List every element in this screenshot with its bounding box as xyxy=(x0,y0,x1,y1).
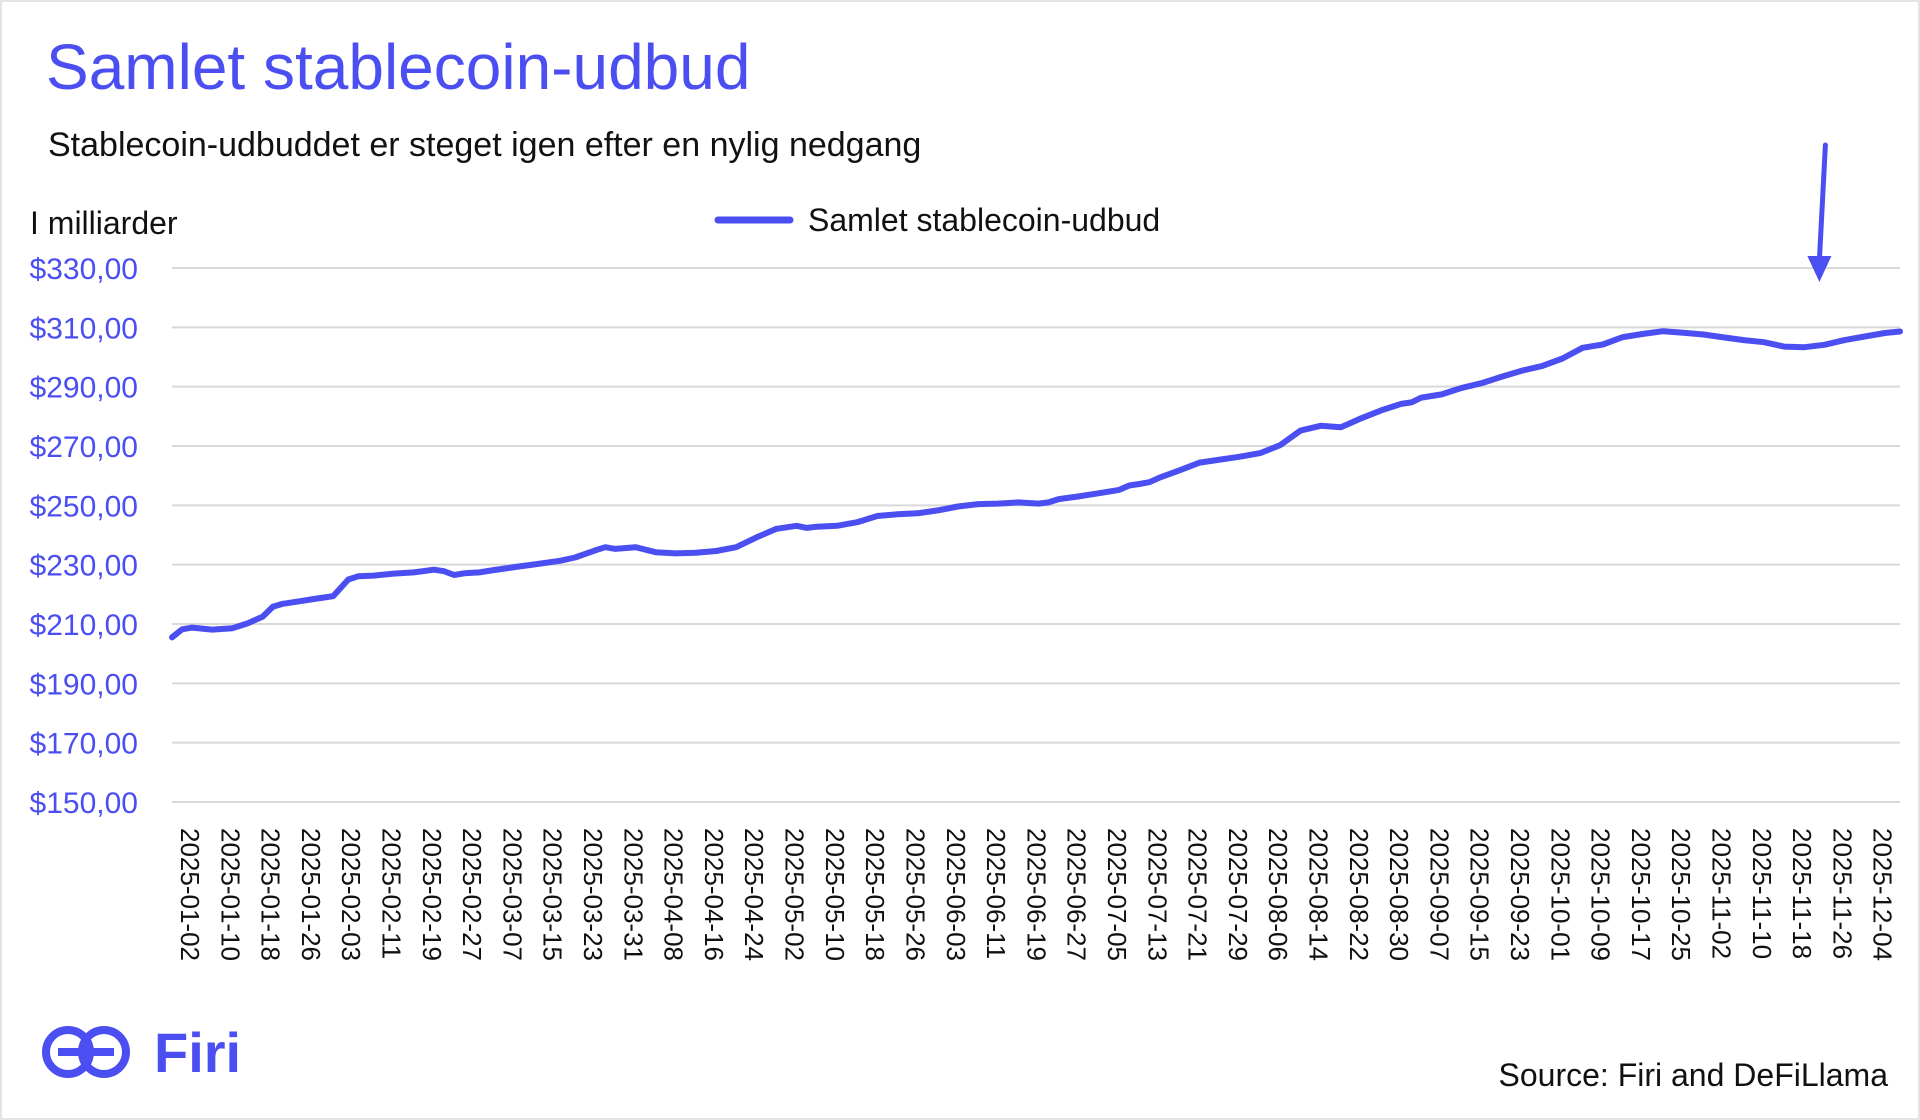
x-tick-label: 2025-06-03 xyxy=(941,828,971,961)
chart-subtitle: Stablecoin-udbuddet er steget igen efter… xyxy=(48,126,922,164)
x-tick-label: 2025-04-24 xyxy=(739,828,769,961)
x-tick-label: 2025-05-26 xyxy=(900,828,930,961)
legend-label: Samlet stablecoin-udbud xyxy=(808,202,1160,238)
chart-title: Samlet stablecoin-udbud xyxy=(46,31,751,103)
arrow-shaft xyxy=(1816,142,1828,263)
x-tick-label: 2025-01-26 xyxy=(296,828,326,961)
y-tick-label: $290,00 xyxy=(30,372,138,405)
x-tick-label: 2025-02-19 xyxy=(417,828,447,961)
x-tick-label: 2025-09-23 xyxy=(1505,828,1535,961)
x-tick-label: 2025-08-06 xyxy=(1263,828,1293,961)
y-axis-ticks: $150,00 $170,00 $190,00 $210,00 $230,00 $250,… xyxy=(30,253,138,820)
x-tick-label: 2025-02-11 xyxy=(377,828,407,959)
series-line xyxy=(169,328,1903,641)
x-tick-label: 2025-11-02 xyxy=(1707,828,1737,959)
y-tick-label: $270,00 xyxy=(30,431,138,464)
legend: Samlet stablecoin-udbud xyxy=(714,202,1160,238)
annotation-arrow xyxy=(1807,142,1832,282)
x-tick-label: 2025-04-08 xyxy=(659,828,689,961)
grid-lines xyxy=(172,267,1900,803)
x-tick-label: 2025-10-17 xyxy=(1626,828,1656,961)
y-tick-label: $210,00 xyxy=(30,609,138,642)
x-tick-label: 2025-07-29 xyxy=(1223,828,1253,961)
brand-name: Firi xyxy=(154,1020,242,1084)
x-tick-label: 2025-08-22 xyxy=(1344,828,1374,961)
x-tick-label: 2025-01-02 xyxy=(175,828,205,961)
x-tick-label: 2025-10-09 xyxy=(1586,828,1616,961)
x-tick-label: 2025-07-21 xyxy=(1183,828,1213,961)
x-tick-label: 2025-11-26 xyxy=(1827,828,1857,959)
x-tick-label: 2025-06-27 xyxy=(1062,828,1092,961)
x-tick-label: 2025-03-15 xyxy=(538,828,568,961)
y-tick-label: $190,00 xyxy=(30,668,138,701)
firi-logo-icon xyxy=(42,1026,130,1078)
x-tick-label: 2025-11-18 xyxy=(1787,828,1817,959)
x-tick-label: 2025-11-10 xyxy=(1747,828,1777,959)
y-tick-label: $330,00 xyxy=(30,253,138,286)
x-tick-label: 2025-06-19 xyxy=(1021,828,1051,961)
x-tick-label: 2025-01-18 xyxy=(256,828,286,961)
x-tick-label: 2025-12-04 xyxy=(1868,828,1898,961)
x-tick-label: 2025-09-15 xyxy=(1465,828,1495,961)
x-tick-label: 2025-05-18 xyxy=(860,828,890,961)
y-tick-label: $250,00 xyxy=(30,490,138,523)
x-tick-label: 2025-02-03 xyxy=(336,828,366,961)
x-tick-label: 2025-04-16 xyxy=(699,828,729,961)
x-axis-ticks: 2025-01-02 2025-01-10 2025-01-18 2025-01-26… xyxy=(175,828,1898,961)
series-layer xyxy=(169,328,1903,641)
x-tick-label: 2025-02-27 xyxy=(457,828,487,961)
x-tick-label: 2025-07-13 xyxy=(1142,828,1172,961)
y-tick-label: $230,00 xyxy=(30,550,138,583)
x-tick-label: 2025-09-07 xyxy=(1424,828,1454,961)
x-tick-label: 2025-05-10 xyxy=(820,828,850,961)
annotation-layer xyxy=(1807,142,1832,282)
source-note: Source: Firi and DeFiLlama xyxy=(1498,1057,1888,1093)
x-tick-label: 2025-10-25 xyxy=(1666,828,1696,961)
firi-logo: Firi xyxy=(40,1020,242,1084)
y-tick-label: $170,00 xyxy=(30,728,138,761)
arrow-head xyxy=(1807,256,1832,282)
y-axis-unit-label: I milliarder xyxy=(30,205,178,241)
x-tick-label: 2025-03-07 xyxy=(497,828,527,961)
y-tick-label: $150,00 xyxy=(30,787,138,820)
x-tick-label: 2025-06-11 xyxy=(981,828,1011,959)
x-tick-label: 2025-01-10 xyxy=(215,828,245,961)
x-tick-label: 2025-10-01 xyxy=(1545,828,1575,961)
x-tick-label: 2025-08-14 xyxy=(1303,828,1333,961)
x-tick-label: 2025-07-05 xyxy=(1102,828,1132,961)
x-tick-label: 2025-08-30 xyxy=(1384,828,1414,961)
x-tick-label: 2025-03-31 xyxy=(618,828,648,961)
y-tick-label: $310,00 xyxy=(30,312,138,345)
x-tick-label: 2025-03-23 xyxy=(578,828,608,961)
x-tick-label: 2025-05-02 xyxy=(780,828,810,961)
